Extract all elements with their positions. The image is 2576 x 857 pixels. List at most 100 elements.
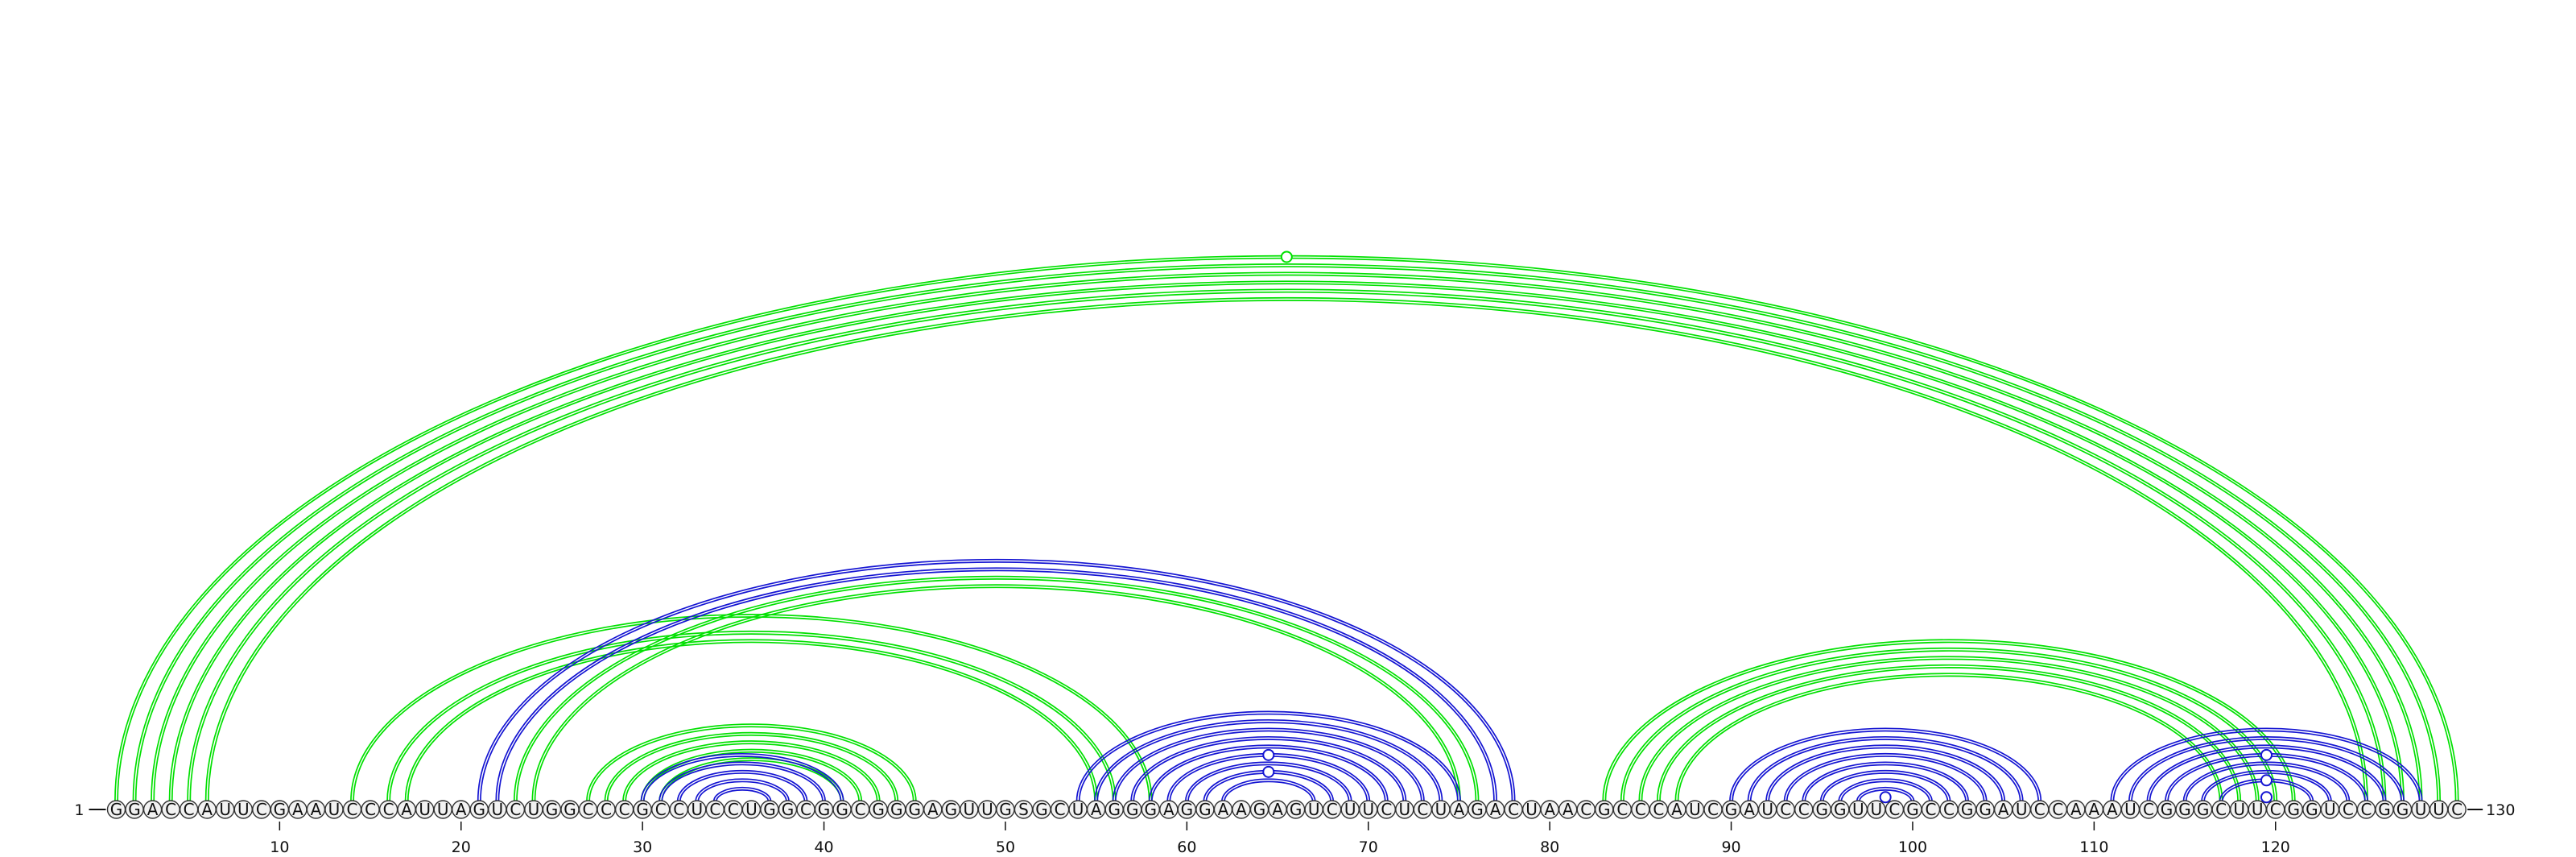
nucleotide-letter: G	[1181, 800, 1194, 819]
base-pair-arc	[171, 283, 2402, 802]
nucleotide-circle	[2447, 800, 2467, 819]
nucleotide-letter: A	[1091, 800, 1102, 819]
base-pair-arc	[350, 614, 1153, 802]
nucleotide-letter: C	[1635, 800, 1646, 819]
nucleotide-letter: G	[1253, 800, 1266, 819]
base-pair-arc	[1187, 764, 1350, 802]
base-pair-arc	[2149, 747, 2384, 802]
base-pair-arc	[404, 639, 1099, 802]
tick-label: 120	[2261, 838, 2290, 856]
base-pair-arc	[187, 288, 2387, 802]
nucleotide-letter: C	[855, 800, 866, 819]
base-pair-arc	[1148, 744, 1389, 802]
base-pair-arc	[480, 561, 1513, 802]
base-pair-arc	[2110, 727, 2423, 802]
nucleotide-letter: U	[328, 800, 341, 819]
nucleotide-letter: A	[1163, 800, 1174, 819]
base-pair-arc	[695, 778, 790, 802]
nucleotide-letter: C	[383, 800, 394, 819]
nucleotide-letter: A	[401, 800, 412, 819]
tick-label: 80	[1540, 838, 1559, 856]
base-pair-arc	[1768, 747, 2003, 802]
base-pair-arc	[1804, 764, 1967, 802]
nucleotide-letter: A	[2089, 800, 2100, 819]
nucleotide-letter: C	[510, 800, 521, 819]
base-pair-arc	[1783, 752, 1988, 802]
nucleotide-letter: A	[147, 800, 159, 819]
nucleotide-letter: A	[2107, 800, 2118, 819]
base-pair-arc	[625, 743, 878, 802]
base-pair-arc	[1749, 739, 2021, 802]
nucleotide-letter: U	[2324, 800, 2336, 819]
nucleotide-letter: U	[1072, 800, 1084, 819]
nucleotide-letter: G	[909, 800, 922, 819]
nucleotide-letter: C	[1417, 800, 1428, 819]
base-pair-arc	[2112, 730, 2421, 802]
base-pair-arc	[1765, 744, 2006, 802]
nucleotide-letter: G	[636, 800, 649, 819]
nucleotide-letter: C	[583, 800, 594, 819]
tick-label: 90	[1721, 838, 1740, 856]
base-pair-arc	[679, 772, 806, 802]
bulge-marker	[2260, 774, 2273, 787]
nucleotide-letter: C	[2270, 800, 2281, 819]
nucleotide-letter: G	[1725, 800, 1738, 819]
nucleotide-letter: A	[456, 800, 467, 819]
base-pair-arc	[513, 575, 1480, 802]
base-pair-arc	[1823, 772, 1949, 802]
nucleotide-letter: C	[2360, 800, 2372, 819]
nucleotide-letter: U	[492, 800, 504, 819]
nucleotide-letter: C	[1508, 800, 1519, 819]
base-pair-arc	[640, 752, 844, 802]
base-pair-arc	[1785, 756, 1985, 802]
base-pair-arc	[712, 786, 772, 802]
nucleotide-letter: A	[1671, 800, 1682, 819]
base-pair-arc	[1641, 658, 2257, 802]
nucleotide-letter: C	[800, 800, 811, 819]
nucleotide-letter: C	[1943, 800, 1955, 819]
base-pair-arc	[204, 296, 2368, 802]
nucleotide-letter: G	[564, 800, 576, 819]
base-pair-arc	[1114, 730, 1422, 802]
nucleotide-letter: G	[128, 800, 141, 819]
nucleotide-letter: A	[1490, 800, 1501, 819]
base-pair-arc	[2146, 744, 2387, 802]
base-pair-arc	[386, 630, 1117, 802]
nucleotide-letter: G	[1035, 800, 1048, 819]
tick-label: 100	[1898, 838, 1927, 856]
nucleotide-letter: G	[2161, 800, 2174, 819]
base-pair-arc	[2185, 764, 2348, 802]
nucleotide-letter: C	[1381, 800, 1392, 819]
base-pair-arc	[1224, 780, 1314, 802]
base-pair-arc	[697, 780, 787, 802]
base-pair-arc	[1096, 722, 1441, 802]
base-pair-arc	[642, 756, 842, 802]
base-pair-arc	[658, 761, 827, 802]
base-pair-arc	[2128, 735, 2405, 802]
base-pair-arc	[622, 740, 881, 802]
nucleotide-letter: A	[1454, 800, 1465, 819]
base-pair-arc	[658, 757, 844, 802]
bulge-marker	[1280, 250, 1293, 263]
base-pair-arc	[114, 255, 2459, 802]
bulge-marker	[1262, 765, 1275, 778]
structure-b-arcs	[477, 558, 2423, 802]
nucleotide-letter: U	[2433, 800, 2445, 819]
tick-label: 110	[2079, 838, 2108, 856]
structure-a-arcs	[114, 255, 2459, 802]
base-pair-arc	[531, 584, 1461, 802]
nucleotide-letter: U	[1761, 800, 1773, 819]
nucleotide-letter: G	[110, 800, 123, 819]
nucleotide-letter: G	[1834, 800, 1847, 819]
nucleotide-letter: C	[1926, 800, 1937, 819]
base-pair-arc	[2201, 769, 2332, 802]
nucleotide-letter: G	[1471, 800, 1484, 819]
nucleotide-letter: G	[1145, 800, 1158, 819]
base-pair-arc	[1151, 747, 1386, 802]
base-pair-arc	[495, 567, 1497, 802]
base-pair-arc	[642, 751, 860, 802]
nucleotide-letter: U	[1308, 800, 1320, 819]
base-pair-arc	[151, 271, 2423, 802]
base-pair-arc	[586, 723, 917, 802]
tick-label: 70	[1359, 838, 1378, 856]
